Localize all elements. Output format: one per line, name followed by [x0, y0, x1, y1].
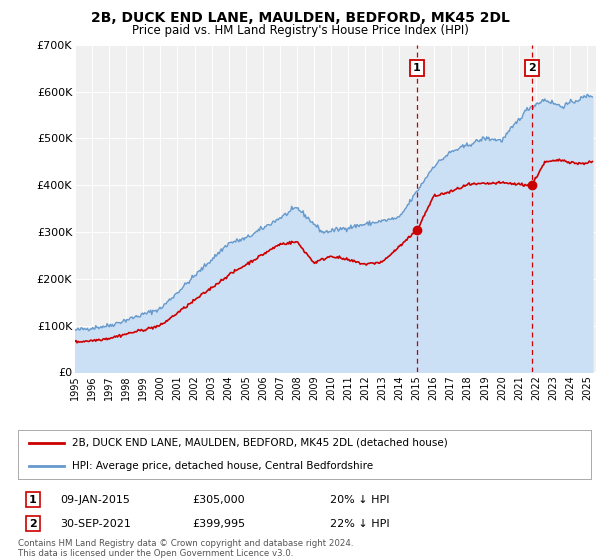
Text: 2B, DUCK END LANE, MAULDEN, BEDFORD, MK45 2DL: 2B, DUCK END LANE, MAULDEN, BEDFORD, MK4…	[91, 11, 509, 25]
Text: £305,000: £305,000	[192, 494, 245, 505]
Text: 2: 2	[29, 519, 37, 529]
Text: 30-SEP-2021: 30-SEP-2021	[60, 519, 131, 529]
Text: 1: 1	[29, 494, 37, 505]
Text: 22% ↓ HPI: 22% ↓ HPI	[330, 519, 389, 529]
Text: 20% ↓ HPI: 20% ↓ HPI	[330, 494, 389, 505]
Text: HPI: Average price, detached house, Central Bedfordshire: HPI: Average price, detached house, Cent…	[73, 461, 374, 472]
Text: 2: 2	[528, 63, 536, 73]
Text: 09-JAN-2015: 09-JAN-2015	[60, 494, 130, 505]
Text: 2B, DUCK END LANE, MAULDEN, BEDFORD, MK45 2DL (detached house): 2B, DUCK END LANE, MAULDEN, BEDFORD, MK4…	[73, 438, 448, 448]
Text: £399,995: £399,995	[192, 519, 245, 529]
Text: 1: 1	[413, 63, 421, 73]
Text: Price paid vs. HM Land Registry's House Price Index (HPI): Price paid vs. HM Land Registry's House …	[131, 24, 469, 37]
Text: Contains HM Land Registry data © Crown copyright and database right 2024.
This d: Contains HM Land Registry data © Crown c…	[18, 539, 353, 558]
